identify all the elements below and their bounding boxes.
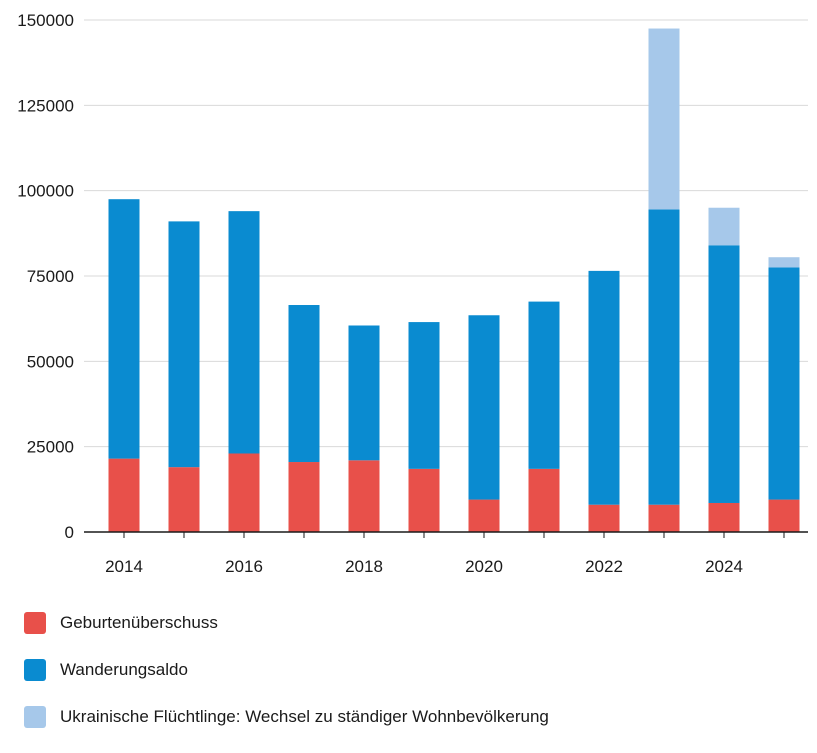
bar-2023-series-0 — [648, 504, 680, 532]
y-tick-label-0: 0 — [65, 523, 74, 542]
legend: Geburtenüberschuss Wanderungsaldo Ukrain… — [24, 612, 549, 753]
y-tick-label-125000: 125000 — [17, 96, 74, 115]
legend-label-geburtenueberschuss: Geburtenüberschuss — [60, 613, 218, 632]
bar-2020-series-1 — [468, 315, 500, 500]
y-tick-label-50000: 50000 — [27, 352, 74, 371]
x-tick-label-2014: 2014 — [105, 557, 143, 576]
legend-item-geburtenueberschuss: Geburtenüberschuss — [24, 612, 549, 634]
gridlines — [84, 19, 808, 448]
y-tick-label-100000: 100000 — [17, 182, 74, 201]
legend-swatch-wanderungsaldo — [24, 659, 46, 681]
x-tick-label-2024: 2024 — [705, 557, 743, 576]
y-tick-label-150000: 150000 — [17, 11, 74, 30]
y-axis-ticks: 0 25000 50000 75000 100000 125000 150000 — [17, 11, 74, 542]
bar-2018-series-1 — [348, 325, 380, 461]
chart: 0 25000 50000 75000 100000 125000 150000 2014 2… — [17, 11, 808, 576]
bar-2019-series-0 — [408, 468, 440, 532]
bars — [108, 28, 800, 532]
bar-2020-series-0 — [468, 499, 500, 532]
bar-2016-series-1 — [228, 211, 260, 454]
legend-item-wanderungsaldo: Wanderungsaldo — [24, 659, 549, 681]
bar-2025-series-0 — [768, 499, 800, 532]
bar-2024-series-1 — [708, 245, 740, 503]
bar-2014-series-0 — [108, 458, 140, 532]
bar-2024-series-2 — [708, 207, 740, 246]
bar-2023-series-2 — [648, 28, 680, 210]
y-tick-label-25000: 25000 — [27, 438, 74, 457]
bar-2025-series-2 — [768, 257, 800, 268]
bar-2016-series-0 — [228, 453, 260, 532]
bar-2025-series-1 — [768, 267, 800, 500]
legend-label-ukrainische-fluechtlinge: Ukrainische Flüchtlinge: Wechsel zu stän… — [60, 707, 549, 726]
bar-2017-series-1 — [288, 305, 320, 463]
bar-2018-series-0 — [348, 460, 380, 532]
bar-2014-series-1 — [108, 199, 140, 459]
legend-label-wanderungsaldo: Wanderungsaldo — [60, 660, 188, 679]
bar-2024-series-0 — [708, 502, 740, 532]
x-axis-ticks: 2014 2016 2018 2020 2022 2024 — [105, 532, 785, 576]
bar-2023-series-1 — [648, 209, 680, 505]
x-tick-label-2022: 2022 — [585, 557, 623, 576]
legend-swatch-ukrainische-fluechtlinge — [24, 706, 46, 728]
bar-2022-series-1 — [588, 270, 620, 505]
bar-2015-series-1 — [168, 221, 200, 468]
y-tick-label-75000: 75000 — [27, 267, 74, 286]
bar-2015-series-0 — [168, 467, 200, 532]
bar-2019-series-1 — [408, 322, 440, 469]
bar-2021-series-1 — [528, 301, 560, 469]
bar-2017-series-0 — [288, 462, 320, 532]
legend-item-ukrainische-fluechtlinge: Ukrainische Flüchtlinge: Wechsel zu stän… — [24, 706, 549, 728]
legend-swatch-geburtenueberschuss — [24, 612, 46, 634]
bar-2021-series-0 — [528, 468, 560, 532]
x-tick-label-2016: 2016 — [225, 557, 263, 576]
x-tick-label-2020: 2020 — [465, 557, 503, 576]
bar-2022-series-0 — [588, 504, 620, 532]
x-tick-label-2018: 2018 — [345, 557, 383, 576]
